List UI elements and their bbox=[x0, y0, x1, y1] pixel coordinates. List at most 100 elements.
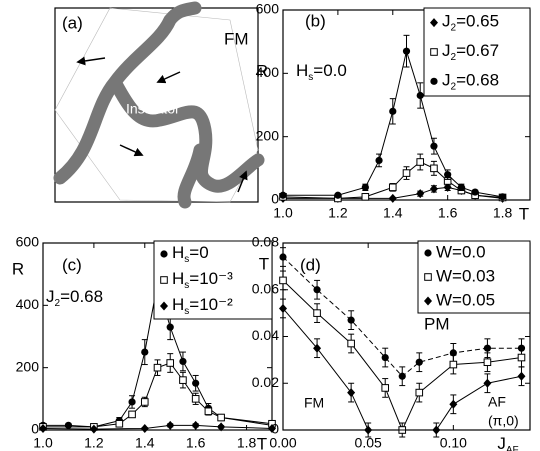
legend-box bbox=[423, 7, 531, 97]
panel-label: (a) bbox=[62, 13, 83, 32]
annotation: Hs=0.0 bbox=[296, 61, 347, 82]
data-point bbox=[313, 286, 321, 294]
x-tick-label: 1.2 bbox=[328, 205, 348, 221]
x-tick-label: 1.6 bbox=[186, 435, 206, 451]
data-point bbox=[179, 357, 187, 366]
y-tick-label: 0 bbox=[271, 191, 279, 207]
annotation: FM bbox=[304, 395, 324, 411]
data-point bbox=[402, 47, 411, 55]
spin-arrow bbox=[237, 170, 248, 193]
legend-marker bbox=[430, 18, 438, 28]
panel: 1.0 1.2 1.4 1.6 1.8 0 200 400 600 T R (b) Hs=0.0 J2=0… bbox=[256, 1, 531, 223]
legend-marker bbox=[424, 273, 432, 281]
data-point bbox=[430, 164, 438, 173]
legend-label: Hs=10⁻² bbox=[172, 295, 233, 316]
data-point bbox=[364, 425, 373, 435]
annotation: (π,0) bbox=[488, 413, 519, 429]
annotation: J2=0.68 bbox=[46, 287, 103, 308]
y-tick-label: 200 bbox=[256, 127, 280, 143]
data-point bbox=[430, 142, 438, 150]
data-point bbox=[402, 169, 411, 177]
spin-arrow bbox=[119, 144, 144, 157]
x-axis-label: T bbox=[519, 204, 529, 223]
y-tick-label: 600 bbox=[256, 1, 280, 17]
data-point bbox=[64, 421, 73, 429]
panel-a: (a) FM Insulator bbox=[53, 1, 265, 209]
data-point bbox=[389, 107, 397, 115]
data-point bbox=[415, 388, 424, 397]
data-point bbox=[39, 423, 47, 433]
y-axis-label: R bbox=[12, 259, 24, 278]
data-point bbox=[89, 424, 98, 434]
x-tick-label: 1.4 bbox=[383, 205, 403, 221]
data-point bbox=[375, 156, 383, 165]
data-point bbox=[141, 348, 149, 356]
x-tick-label: 1.0 bbox=[273, 205, 293, 221]
data-point bbox=[128, 398, 136, 406]
legend-label: W=0.05 bbox=[436, 290, 495, 309]
data-point bbox=[457, 183, 465, 191]
data-point bbox=[204, 407, 213, 416]
x-tick-label: 0.00 bbox=[269, 435, 296, 451]
data-point bbox=[313, 309, 321, 317]
data-point bbox=[115, 419, 124, 428]
y-tick-label: 200 bbox=[16, 358, 40, 374]
panel-label: (b) bbox=[305, 11, 326, 30]
legend-marker bbox=[160, 250, 168, 258]
y-axis-label: R bbox=[256, 61, 268, 80]
x-tick-label: 1.2 bbox=[84, 435, 104, 451]
data-point bbox=[381, 384, 390, 392]
x-axis-label: JAF bbox=[497, 434, 518, 451]
data-point bbox=[517, 371, 526, 381]
data-point bbox=[429, 184, 438, 194]
data-point bbox=[140, 398, 149, 406]
data-point bbox=[483, 344, 492, 352]
data-point bbox=[128, 410, 136, 419]
legend-label: J2=0.68 bbox=[442, 71, 499, 92]
panel-label: (d) bbox=[300, 255, 321, 274]
y-tick-label: 0.08 bbox=[252, 234, 279, 250]
y-tick-label: 0.06 bbox=[252, 280, 279, 296]
data-point bbox=[415, 358, 423, 366]
x-tick-label: 1.8 bbox=[237, 435, 257, 451]
data-point bbox=[443, 182, 452, 192]
data-point bbox=[483, 358, 492, 367]
x-tick-label: 0.05 bbox=[355, 435, 382, 451]
data-point bbox=[498, 193, 507, 201]
data-point bbox=[444, 171, 452, 179]
data-point bbox=[192, 379, 200, 387]
data-point bbox=[432, 425, 441, 435]
data-point bbox=[191, 395, 200, 403]
data-point bbox=[279, 191, 287, 199]
data-point bbox=[334, 191, 342, 199]
legend-marker bbox=[424, 249, 432, 257]
data-point bbox=[268, 423, 276, 433]
x-axis-label: T bbox=[257, 434, 267, 451]
data-point bbox=[217, 413, 225, 422]
data-point bbox=[166, 323, 174, 331]
plot-frame bbox=[282, 9, 531, 201]
spin-arrow bbox=[156, 71, 181, 84]
legend-box bbox=[153, 240, 273, 320]
y-tick-label: 400 bbox=[256, 64, 280, 80]
y-tick-label: 0.02 bbox=[252, 374, 279, 390]
data-point bbox=[191, 420, 200, 430]
panel: 0.00 0.05 0.10 0 0.02 0.04 0.06 0.08 JAF T (d) PM FM… bbox=[252, 234, 531, 451]
x-tick-label: 1.0 bbox=[33, 435, 53, 451]
region-label: FM bbox=[224, 29, 249, 48]
y-axis-label: T bbox=[259, 254, 269, 273]
y-tick-label: 0 bbox=[271, 421, 279, 437]
data-point bbox=[361, 183, 369, 191]
data-point bbox=[279, 276, 287, 285]
data-point bbox=[217, 422, 226, 432]
data-point bbox=[347, 388, 356, 398]
legend-label: Hs=0 bbox=[172, 243, 209, 264]
legend-label: W=0.03 bbox=[436, 266, 495, 285]
panel: 1.0 1.2 1.4 1.6 1.8 0 200 400 600 T R (c) J2=0.68 Hs=… bbox=[12, 234, 276, 451]
series-line bbox=[282, 161, 503, 199]
data-point bbox=[416, 158, 425, 166]
annotation: AF bbox=[488, 394, 506, 410]
y-tick-label: 400 bbox=[16, 296, 40, 312]
